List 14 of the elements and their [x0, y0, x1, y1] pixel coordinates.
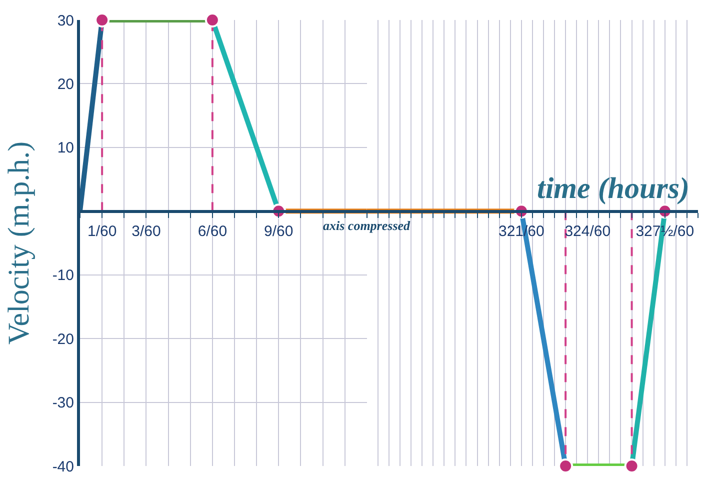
y-tick-label: -20: [52, 330, 74, 348]
y-tick-label: -30: [52, 394, 74, 412]
annotation: axis compressed: [323, 218, 411, 233]
y-tick-label: 10: [57, 140, 74, 157]
x-tick-label: 1/60: [87, 223, 117, 240]
x-tick-label: 6/60: [198, 223, 228, 240]
x-tick-label: 3/60: [132, 223, 161, 240]
x-axis-title: time (hours): [537, 172, 690, 205]
y-tick-label: -40: [52, 458, 74, 476]
x-tick-label: 9/60: [264, 223, 294, 240]
y-axis-title: Velocity (m.p.h.): [2, 141, 36, 345]
y-tick-label: 20: [57, 76, 74, 93]
y-tick-label: 30: [57, 12, 74, 30]
y-tick-label: -10: [52, 267, 74, 284]
